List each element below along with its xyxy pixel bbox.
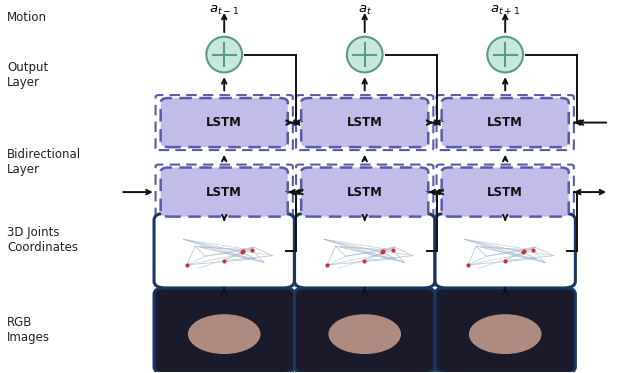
Text: LSTM: LSTM bbox=[206, 116, 242, 129]
Text: 3D Joints
Coordinates: 3D Joints Coordinates bbox=[7, 226, 78, 254]
FancyBboxPatch shape bbox=[294, 213, 435, 288]
FancyBboxPatch shape bbox=[161, 167, 288, 217]
Text: $a_{t-1}$: $a_{t-1}$ bbox=[209, 3, 239, 16]
Text: LSTM: LSTM bbox=[487, 186, 523, 198]
Text: · · ·: · · · bbox=[425, 116, 445, 129]
Ellipse shape bbox=[347, 37, 383, 72]
Text: LSTM: LSTM bbox=[347, 186, 383, 198]
Ellipse shape bbox=[487, 37, 523, 72]
Text: $a_{t+1}$: $a_{t+1}$ bbox=[490, 3, 520, 16]
Text: · · ·: · · · bbox=[425, 186, 445, 198]
FancyBboxPatch shape bbox=[301, 167, 428, 217]
Text: · · ·: · · · bbox=[284, 186, 305, 198]
FancyBboxPatch shape bbox=[154, 213, 294, 288]
FancyBboxPatch shape bbox=[294, 288, 435, 373]
FancyBboxPatch shape bbox=[301, 98, 428, 147]
Text: LSTM: LSTM bbox=[347, 116, 383, 129]
Text: $a_t$: $a_t$ bbox=[358, 3, 372, 16]
Text: LSTM: LSTM bbox=[206, 186, 242, 198]
Text: Bidirectional
Layer: Bidirectional Layer bbox=[7, 148, 81, 176]
Text: Output
Layer: Output Layer bbox=[7, 61, 49, 89]
Text: Motion: Motion bbox=[7, 11, 47, 24]
Ellipse shape bbox=[206, 37, 242, 72]
Ellipse shape bbox=[469, 314, 541, 354]
FancyBboxPatch shape bbox=[161, 98, 288, 147]
FancyBboxPatch shape bbox=[442, 98, 569, 147]
FancyBboxPatch shape bbox=[435, 288, 575, 373]
Ellipse shape bbox=[328, 314, 401, 354]
Ellipse shape bbox=[188, 314, 260, 354]
Text: · · ·: · · · bbox=[284, 116, 305, 129]
FancyBboxPatch shape bbox=[442, 167, 569, 217]
Text: LSTM: LSTM bbox=[487, 116, 523, 129]
FancyBboxPatch shape bbox=[154, 288, 294, 373]
Text: RGB
Images: RGB Images bbox=[7, 316, 50, 344]
FancyBboxPatch shape bbox=[435, 213, 575, 288]
